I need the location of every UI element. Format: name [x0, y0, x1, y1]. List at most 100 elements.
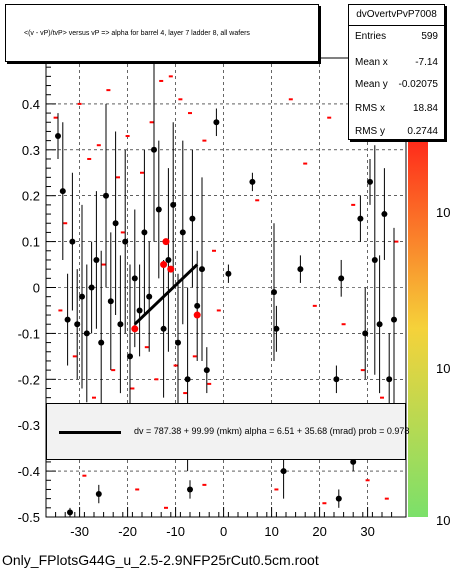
z-tick-label: 10 [436, 513, 450, 528]
scatter-cell [72, 355, 77, 358]
scatter-cell [207, 382, 212, 385]
profile-point [67, 509, 73, 516]
profile-point [151, 146, 157, 153]
profile-point [55, 133, 61, 140]
stats-value: 0.2744 [407, 126, 438, 137]
stats-label: Mean y [355, 79, 388, 90]
scatter-cell [101, 263, 106, 266]
scatter-cell [106, 89, 111, 92]
profile-point [213, 119, 220, 126]
profile-point [69, 238, 76, 245]
profile-point [141, 229, 148, 236]
y-tick-label: 0.4 [22, 97, 40, 112]
y-tick-label: -0.2 [18, 372, 40, 387]
scatter-cell [216, 309, 221, 312]
plot-title: <(v - vP)/tvP> versus vP => alpha for ba… [24, 30, 250, 37]
scatter-cell [159, 79, 164, 82]
scatter-cell [144, 346, 149, 349]
profile-point [127, 353, 133, 360]
profile-point [131, 275, 138, 282]
profile-point [357, 215, 364, 222]
profile-point [95, 491, 102, 498]
scatter-cell [183, 392, 188, 395]
scatter-cell [82, 474, 87, 477]
fit-legend-line [59, 431, 121, 434]
color-palette [408, 140, 428, 517]
profile-point [136, 307, 143, 314]
scatter-cell [384, 497, 389, 500]
file-name: Only_FPlotsG44G_u_2.5-2.9NFP25rCut0.5cm.… [2, 552, 319, 568]
scatter-cell [120, 231, 125, 234]
scatter-cell [164, 506, 168, 509]
profile-point [386, 376, 393, 383]
profile-point [203, 367, 210, 374]
y-tick-label: 0 [33, 281, 40, 296]
x-tick-label: 20 [312, 524, 326, 539]
profile-point [333, 376, 340, 383]
y-tick-label: -0.1 [18, 326, 40, 341]
highlight-point [167, 265, 175, 273]
stats-row-rms-y: RMS y 0.2744 [355, 126, 438, 140]
fit-legend: dv = 787.38 + 99.99 (mkm) alpha = 6.51 +… [46, 403, 410, 460]
profile-point [179, 229, 186, 236]
scatter-cell [288, 98, 293, 101]
scatter-cell [178, 98, 183, 101]
scatter-cell [360, 369, 365, 372]
fit-legend-text: dv = 787.38 + 99.99 (mkm) alpha = 6.51 +… [134, 426, 410, 436]
scatter-cell [173, 364, 178, 367]
stats-row-mean-x: Mean x -7.14 [355, 57, 438, 71]
scatter-cell [255, 199, 260, 202]
scatter-cell [154, 378, 159, 381]
scatter-cell [212, 249, 216, 252]
scatter-cell [351, 203, 356, 206]
profile-point [165, 256, 172, 263]
profile-point [59, 188, 66, 195]
profile-point [187, 486, 193, 493]
profile-point [79, 293, 85, 300]
profile-point [112, 220, 119, 227]
highlight-point [160, 261, 168, 269]
stats-value: 599 [421, 31, 438, 42]
stats-row-rms-x: RMS x 18.84 [355, 103, 438, 117]
profile-point [146, 293, 153, 300]
profile-point [64, 316, 71, 323]
scatter-cell [322, 502, 327, 505]
scatter-cell [53, 116, 58, 119]
x-tick-label: -30 [70, 524, 89, 539]
profile-point [155, 206, 162, 213]
scatter-cell [130, 387, 135, 390]
y-tick-label: -0.4 [18, 464, 40, 479]
scatter-cell [116, 176, 120, 179]
profile-point [107, 298, 114, 305]
profile-point [280, 468, 287, 475]
scatter-cell [312, 304, 317, 307]
scatter-cell [303, 162, 308, 165]
scatter-cell [135, 488, 140, 491]
scatter-cell [394, 240, 399, 243]
profile-point [381, 211, 388, 218]
profile-point [335, 495, 342, 502]
scatter-cell [111, 369, 116, 372]
stats-row-mean-y: Mean y -0.02075 [355, 79, 438, 93]
scatter-cell [202, 483, 207, 486]
stats-value: -0.02075 [398, 79, 438, 90]
scatter-cell [365, 479, 370, 482]
profile-point [189, 215, 196, 222]
profile-point [391, 316, 397, 323]
profile-point [367, 178, 373, 185]
scatter-cell [341, 323, 346, 326]
z-tick-label: 10 [436, 361, 450, 376]
scatter-cell [96, 144, 101, 147]
scatter-cell [63, 222, 68, 225]
x-tick-label: -20 [118, 524, 137, 539]
x-tick-label: 10 [264, 524, 278, 539]
profile-point [338, 275, 345, 282]
stats-row-entries: Entries 599 [355, 31, 438, 45]
profile-point [271, 289, 277, 296]
profile-point [103, 192, 109, 199]
y-tick-label: 0.1 [22, 235, 40, 250]
z-tick-label: 10 [436, 205, 450, 220]
y-tick-label: -0.3 [18, 418, 40, 433]
scatter-cell [58, 309, 63, 312]
highlight-point [193, 311, 201, 319]
